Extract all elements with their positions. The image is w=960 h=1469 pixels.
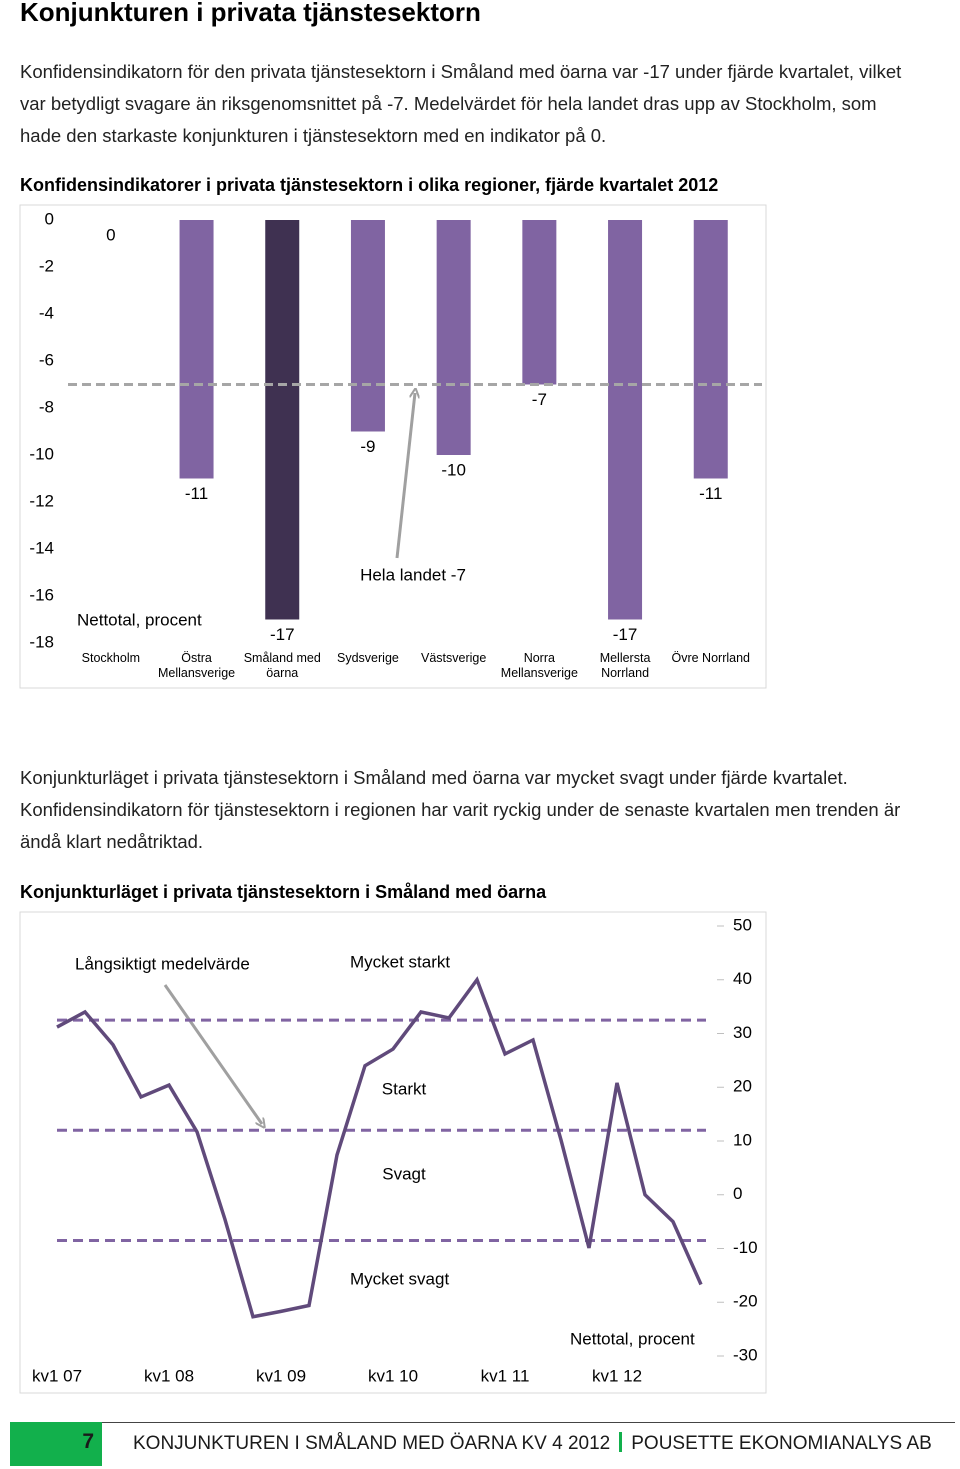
x-tick-label: kv1 08 (144, 1366, 194, 1385)
y-tick-label: 20 (733, 1077, 752, 1096)
y-tick-label: -10 (29, 444, 54, 463)
paragraph: Konjunkturläget i privata tjänstesektorn… (20, 767, 901, 852)
x-tick-label: kv1 11 (481, 1366, 530, 1385)
footer-right: POUSETTE EKONOMIANALYS AB (631, 1433, 932, 1454)
x-tick-label: Västsverige (420, 651, 487, 665)
footer-left: KONJUNKTUREN I SMÅLAND MED ÖARNA KV 4 20… (133, 1433, 611, 1454)
x-tick-label: Stockholm (81, 651, 141, 665)
bar (693, 220, 728, 479)
y-tick-label: -6 (39, 350, 54, 369)
x-tick-label: Övre Norrland (671, 651, 751, 665)
data-label: -11 (699, 484, 722, 503)
bar (265, 220, 300, 620)
y-tick-label: 50 (733, 915, 752, 934)
y-tick-label: 0 (45, 209, 54, 228)
bar (522, 220, 557, 385)
data-label: -10 (441, 460, 466, 479)
y-tick-label: -2 (39, 256, 54, 275)
y-tick-label: -12 (29, 491, 54, 510)
page-number: 7 (82, 1430, 94, 1453)
y-tick-label: -16 (29, 585, 54, 604)
annotation: Långsiktigt medelvärde (75, 954, 250, 973)
y-tick-label: -10 (733, 1238, 758, 1257)
y-tick-label: -14 (29, 538, 54, 557)
arrow (163, 984, 262, 1124)
x-tick-label: Östra Mellansverige (157, 651, 236, 680)
annotation: Mycket starkt (350, 952, 450, 971)
footer-rule (102, 1422, 955, 1423)
reference-label: Hela landet -7 (360, 565, 466, 584)
bar (350, 220, 385, 432)
bar (436, 220, 471, 455)
annotation: Mycket svagt (350, 1269, 449, 1288)
annotation: Starkt (382, 1079, 427, 1098)
x-tick-label: kv1 10 (368, 1366, 418, 1385)
y-tick-label: 10 (733, 1130, 752, 1149)
x-tick-label: Småland med öarna (243, 651, 321, 680)
y-tick-label: 0 (733, 1184, 742, 1203)
annotation: Nettotal, procent (77, 610, 202, 629)
y-tick-label: -20 (733, 1292, 758, 1311)
x-tick-label: kv1 12 (592, 1366, 642, 1385)
bar (608, 220, 643, 620)
x-tick-label: Mellersta Norrland (599, 651, 651, 680)
arrow (395, 393, 415, 559)
annotation: Svagt (382, 1164, 426, 1183)
data-label: -7 (532, 390, 547, 409)
page-badge (10, 1422, 102, 1466)
y-tick-label: 30 (733, 1023, 752, 1042)
y-tick-label: 40 (733, 969, 752, 988)
bar (179, 220, 214, 479)
y-tick-label: -30 (733, 1345, 758, 1364)
data-label: -17 (270, 625, 295, 644)
separator (619, 1432, 623, 1452)
footer: 7 KONJUNKTUREN I SMÅLAND MED ÖARNA KV 4 … (0, 1420, 960, 1469)
x-tick-label: Norra Mellansverige (500, 651, 578, 680)
charts: 0 -2 -4 -6 -8 -10 -12 -14 -16 -18 0 -11 -17 -9 -10 -7 -1… (19, 204, 767, 1394)
y-tick-label: -4 (39, 303, 54, 322)
data-label: 0 (106, 225, 115, 244)
y-tick-label: -18 (29, 632, 54, 651)
data-label: -11 (185, 484, 208, 503)
footer-text: KONJUNKTUREN I SMÅLAND MED ÖARNA KV 4 20… (133, 1432, 932, 1455)
data-label: -9 (360, 437, 375, 456)
chart-frame (19, 204, 767, 689)
chart-frame (19, 911, 767, 1394)
page-title: Konjunkturen i privata tjänstesektorn (20, 0, 481, 27)
data-label: -17 (613, 625, 638, 644)
x-tick-label: Sydsverige (337, 651, 399, 665)
x-tick-label: kv1 09 (256, 1366, 306, 1385)
annotation: Nettotal, procent (570, 1329, 695, 1348)
chart-title: Konjunkturläget i privata tjänstesektorn… (20, 882, 547, 902)
chart-title: Konfidensindikatorer i privata tjänstese… (20, 175, 719, 195)
y-tick-label: -8 (39, 397, 54, 416)
x-tick-label: kv1 07 (32, 1366, 82, 1385)
data-line (56, 976, 703, 1319)
paragraph: Konfidensindikatorn för den privata tjän… (20, 61, 902, 146)
